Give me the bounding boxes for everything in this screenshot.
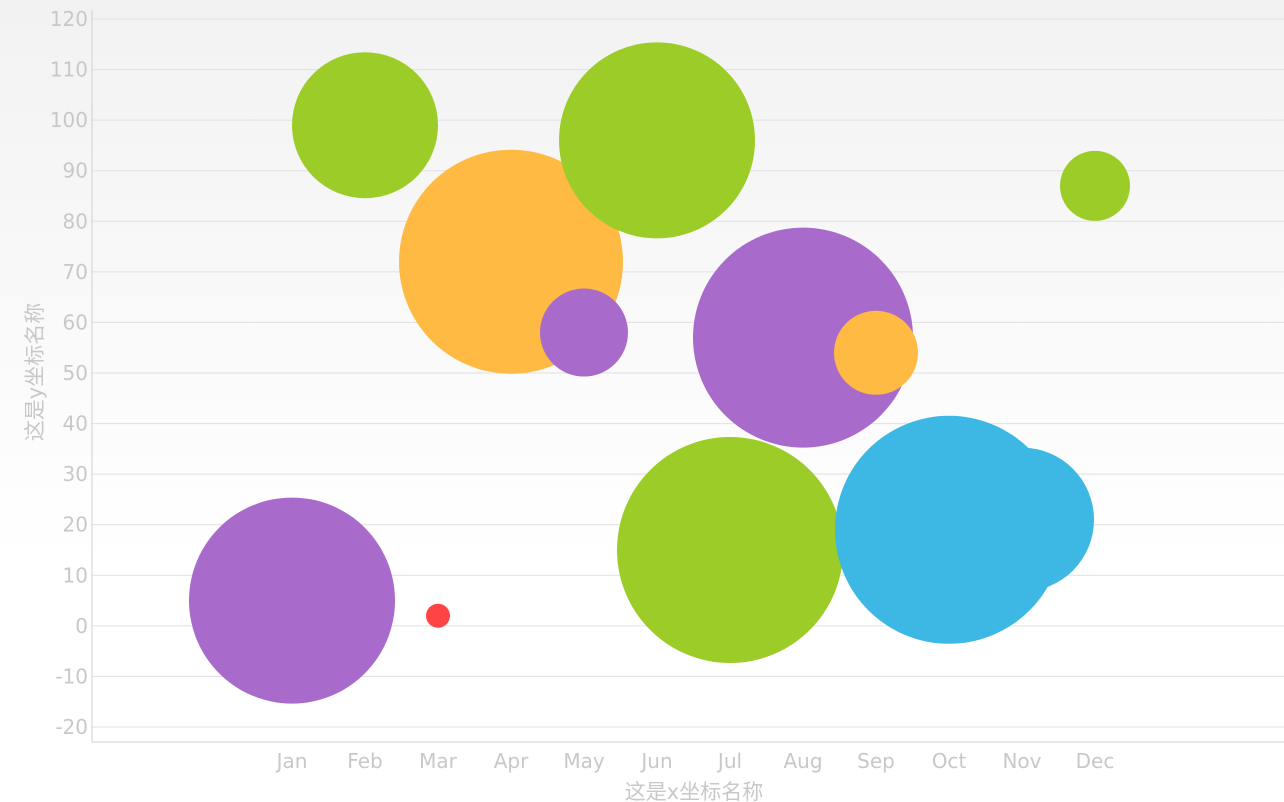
y-tick-label: 120 bbox=[50, 7, 88, 31]
bubble bbox=[189, 497, 395, 704]
bubble bbox=[540, 288, 628, 377]
x-tick-label: Jan bbox=[275, 749, 308, 773]
x-tick-labels: Jan Feb Mar Apr May Jun Jul Aug Sep Oct Nov Dec bbox=[275, 749, 1115, 773]
y-tick-label: 10 bbox=[63, 563, 88, 587]
x-tick-label: Apr bbox=[494, 749, 529, 773]
bubble bbox=[292, 52, 438, 199]
y-tick-label: 20 bbox=[63, 513, 88, 537]
y-tick-label: 110 bbox=[50, 58, 88, 82]
y-tick-label: 0 bbox=[75, 614, 88, 638]
y-tick-label: 70 bbox=[63, 260, 88, 284]
bubble bbox=[834, 310, 918, 395]
y-tick-label: 50 bbox=[63, 361, 88, 385]
y-tick-label: -10 bbox=[55, 664, 88, 688]
x-tick-label: Nov bbox=[1002, 749, 1041, 773]
y-tick-label: 40 bbox=[63, 412, 88, 436]
y-tick-label: 60 bbox=[63, 310, 88, 334]
x-tick-label: Dec bbox=[1076, 749, 1115, 773]
y-tick-labels: -20 -10 0 10 20 30 40 50 60 70 80 90 100 110 120 bbox=[50, 7, 88, 739]
x-tick-label: Jun bbox=[639, 749, 672, 773]
bubble bbox=[835, 415, 1063, 644]
bubbles bbox=[189, 42, 1130, 704]
x-tick-label: Sep bbox=[857, 749, 895, 773]
bubble bbox=[559, 42, 755, 239]
x-axis-title: 这是x坐标名称 bbox=[625, 780, 763, 802]
x-tick-label: Mar bbox=[419, 749, 458, 773]
y-tick-label: 80 bbox=[63, 209, 88, 233]
y-tick-label: 90 bbox=[63, 159, 88, 183]
y-tick-label: 100 bbox=[50, 108, 88, 132]
bubble bbox=[426, 603, 450, 628]
x-tick-label: May bbox=[563, 749, 605, 773]
x-tick-label: Jul bbox=[716, 749, 742, 773]
x-tick-label: Feb bbox=[347, 749, 382, 773]
bubble bbox=[1060, 150, 1130, 221]
y-axis-title: 这是y坐标名称 bbox=[23, 303, 47, 441]
x-tick-label: Oct bbox=[932, 749, 967, 773]
bubble bbox=[693, 227, 913, 448]
bubble bbox=[617, 437, 843, 663]
y-tick-label: 30 bbox=[63, 462, 88, 486]
y-tick-label: -20 bbox=[55, 715, 88, 739]
x-tick-label: Aug bbox=[783, 749, 822, 773]
